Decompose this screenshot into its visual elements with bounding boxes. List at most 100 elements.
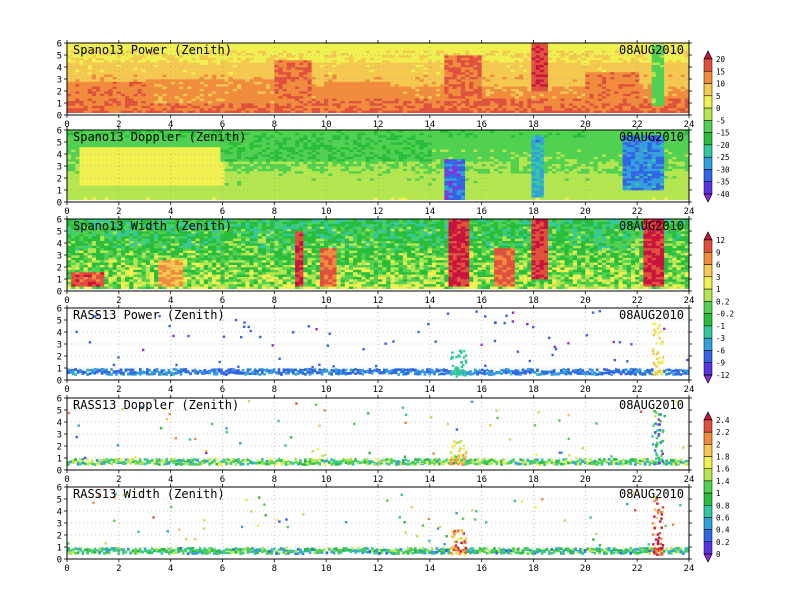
grid xyxy=(67,308,689,380)
x-tick-label: 24 xyxy=(684,385,695,395)
y-tick-label: 4 xyxy=(57,508,62,518)
colorbar-swatch xyxy=(703,276,713,290)
x-tick-label: 6 xyxy=(220,564,225,574)
grid xyxy=(67,43,689,115)
colorbar-swatch xyxy=(703,350,713,363)
colorbar-swatch xyxy=(703,362,713,376)
colorbar-label: 10 xyxy=(716,80,726,89)
colorbar-label: 0.8 xyxy=(716,501,730,510)
y-tick-label: 0 xyxy=(57,377,62,387)
y-tick-label: 6 xyxy=(57,127,62,137)
colorbar-label: 1.4 xyxy=(716,477,730,486)
x-tick-label: 12 xyxy=(373,564,384,574)
x-tick-label: 4 xyxy=(168,475,173,485)
colorbar-cb_power: 20 15 10 5 0 -5 -15 -20 -25 -30 -35 -40 xyxy=(703,50,730,203)
colorbar-label: -15 xyxy=(716,129,730,138)
colorbar-label: 2.4 xyxy=(716,416,730,425)
y-tick-label: 6 xyxy=(57,40,62,50)
x-tick-label: 6 xyxy=(220,296,225,306)
x-tick-label: 8 xyxy=(272,564,277,574)
heatmap-cells xyxy=(67,219,689,289)
x-tick-label: 10 xyxy=(321,564,332,574)
x-tick-label: 20 xyxy=(580,564,591,574)
x-tick-label: 22 xyxy=(632,296,643,306)
colorbar-swatch xyxy=(703,83,713,97)
y-tick-label: 2 xyxy=(57,88,62,98)
colorbar-label: -3 xyxy=(716,334,725,343)
x-tick-label: 0 xyxy=(64,564,69,574)
colorbar-bottom-arrow xyxy=(703,193,713,203)
x-tick-label: 12 xyxy=(373,207,384,217)
panel-date: 08AUG2010 xyxy=(619,43,684,57)
colorbar-swatch xyxy=(703,169,713,182)
panel-title: RASS13 Power (Zenith) xyxy=(73,308,225,322)
y-tick-label: 5 xyxy=(57,52,62,62)
x-tick-label: 24 xyxy=(684,207,695,217)
x-tick-label: 6 xyxy=(220,475,225,485)
x-tick-label: 20 xyxy=(580,120,591,130)
x-tick-label: 16 xyxy=(476,475,487,485)
colorbar-label: 1.6 xyxy=(716,465,730,474)
colorbar-swatch xyxy=(703,71,713,84)
colorbar-label: -6 xyxy=(716,346,726,355)
colorbar-swatch xyxy=(703,95,713,109)
x-tick-label: 10 xyxy=(321,385,332,395)
colorbar-label: -30 xyxy=(716,165,730,174)
x-tick-label: 8 xyxy=(272,475,277,485)
x-tick-label: 14 xyxy=(424,475,435,485)
y-tick-label: 6 xyxy=(57,395,62,405)
x-tick-label: 16 xyxy=(476,296,487,306)
y-tick-label: 3 xyxy=(57,76,62,86)
y-tick-label: 0 xyxy=(57,467,62,477)
y-tick-label: 1 xyxy=(57,276,62,286)
colorbar-label: 6 xyxy=(716,261,721,270)
y-tick-label: 0 xyxy=(57,556,62,566)
colorbar-label: 2.2 xyxy=(716,428,730,437)
heatmap-cells xyxy=(67,43,689,113)
colorbar-label: -1 xyxy=(716,322,725,331)
x-tick-label: 16 xyxy=(476,207,487,217)
x-tick-label: 14 xyxy=(424,120,435,130)
colorbar-swatch xyxy=(703,144,713,158)
colorbar-bottom-arrow xyxy=(703,374,713,384)
colorbar-label: -40 xyxy=(716,190,730,199)
x-tick-label: 16 xyxy=(476,385,487,395)
colorbar-cb_doppler: 2.4 2.2 2 1.8 1.6 1.4 1 0.8 0.6 0.4 0.2 0 xyxy=(703,411,730,563)
x-tick-label: 2 xyxy=(116,385,121,395)
colorbar-label: 1 xyxy=(716,285,721,294)
x-tick-label: 22 xyxy=(632,475,643,485)
y-tick-label: 6 xyxy=(57,484,62,494)
x-tick-label: 24 xyxy=(684,475,695,485)
x-tick-label: 0 xyxy=(64,296,69,306)
colorbar-swatch xyxy=(703,120,713,133)
x-tick-label: 2 xyxy=(116,564,121,574)
colorbar-label: 1.8 xyxy=(716,453,730,462)
y-tick-label: 2 xyxy=(57,353,62,363)
x-tick-label: 0 xyxy=(64,475,69,485)
y-tick-label: 3 xyxy=(57,520,62,530)
panel-title: Spano13 Doppler (Zenith) xyxy=(73,130,246,144)
x-tick-label: 22 xyxy=(632,385,643,395)
colorbar-swatch xyxy=(703,264,713,278)
x-tick-label: 20 xyxy=(580,475,591,485)
x-tick-label: 8 xyxy=(272,296,277,306)
x-tick-label: 16 xyxy=(476,564,487,574)
y-tick-label: 4 xyxy=(57,151,62,161)
y-tick-label: 2 xyxy=(57,175,62,185)
colorbar-label: 0.2 xyxy=(716,297,730,306)
colorbar-swatch xyxy=(703,517,713,530)
y-tick-label: 2 xyxy=(57,532,62,542)
x-tick-label: 12 xyxy=(373,296,384,306)
y-tick-label: 1 xyxy=(57,544,62,554)
x-tick-label: 18 xyxy=(528,296,539,306)
colorbar-label: 0.2 xyxy=(716,538,730,547)
x-tick-label: 8 xyxy=(272,207,277,217)
x-tick-label: 6 xyxy=(220,207,225,217)
colorbar-label: -25 xyxy=(716,153,730,162)
grid xyxy=(67,487,689,559)
x-tick-label: 16 xyxy=(476,120,487,130)
y-tick-label: 4 xyxy=(57,329,62,339)
x-tick-label: 24 xyxy=(684,296,695,306)
